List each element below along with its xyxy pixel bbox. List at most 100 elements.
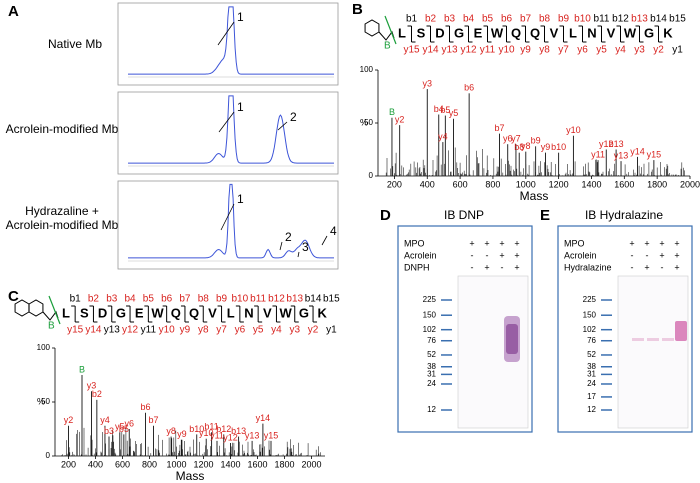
fragment-label: y2 [395, 114, 405, 124]
row-label: DNPH [404, 262, 430, 272]
residue: D [98, 305, 107, 320]
lane-sign: + [499, 238, 504, 248]
lane-sign: + [484, 262, 489, 272]
marker-label: 17 [587, 392, 596, 401]
y-ion: y15 [67, 325, 84, 336]
x-tick-label: 2000 [301, 459, 321, 469]
b-ion: b8 [539, 14, 551, 25]
y-ion: y9 [520, 45, 531, 56]
chromatogram-frame [117, 91, 339, 175]
peak-label: 1 [237, 100, 244, 114]
ring [364, 19, 380, 37]
row-label: MPO [404, 238, 425, 248]
y-ion: y4 [271, 325, 282, 336]
lane-sign: + [644, 238, 649, 248]
x-tick-label: 1200 [193, 459, 213, 469]
fragment-label: b3 [104, 426, 114, 436]
row-label: MPO [564, 238, 585, 248]
sample-label: Acrolein-modified Mb [6, 218, 119, 232]
lane-sign: + [499, 250, 504, 260]
residue: G [299, 305, 309, 320]
panel-letter: E [540, 207, 550, 224]
fragment-label: y9 [541, 142, 551, 152]
fragment-label: b7 [495, 123, 505, 133]
b-ion: b9 [558, 14, 570, 25]
fragment-label: y11 [210, 430, 224, 440]
x-tick-label: 1800 [274, 459, 294, 469]
fragment-label: y6 [124, 418, 134, 428]
x-tick-label: 1200 [549, 179, 569, 189]
b-ion: b9 [216, 294, 228, 305]
y-ion: y1 [672, 45, 683, 56]
fragment-label: y10 [566, 125, 581, 135]
x-tick-label: 200 [61, 459, 76, 469]
y-ion: y8 [198, 325, 209, 336]
residue: S [417, 25, 426, 40]
fragment-label: y5 [449, 108, 459, 118]
row-label: Hydralazine [564, 262, 612, 272]
marker-label: 52 [427, 350, 436, 359]
y-ion: y5 [253, 325, 264, 336]
fragment-label: b9 [531, 136, 541, 146]
residue: G [116, 305, 126, 320]
fragment-label: y9 [177, 429, 187, 439]
residue: L [569, 25, 577, 40]
panel-letter: B [352, 1, 363, 18]
blot-title: IB Hydralazine [585, 208, 663, 222]
lane-sign: - [631, 262, 634, 272]
marker-label: 24 [427, 379, 436, 388]
y-ion: y13 [441, 45, 458, 56]
b-ion: b5 [482, 14, 494, 25]
y-ion: y2 [308, 325, 319, 336]
fragment-label: B [389, 107, 395, 117]
fragment-label: b6 [464, 83, 474, 93]
residue: Q [511, 25, 521, 40]
residue: G [644, 25, 654, 40]
x-tick-label: 800 [142, 459, 157, 469]
fragment-label: y6 [503, 134, 513, 144]
peak-label: 2 [290, 110, 297, 124]
fragment-label: b4 [434, 104, 444, 114]
fragment-label: y10 [199, 428, 214, 438]
y-ion: y3 [289, 325, 300, 336]
marker-label: 102 [423, 325, 437, 334]
y-axis-label: % [360, 117, 368, 127]
residue: L [227, 305, 235, 320]
lane-sign: + [514, 250, 519, 260]
chromatogram-trace [128, 6, 334, 75]
y-ion: y12 [122, 325, 139, 336]
y-ion: y6 [235, 325, 246, 336]
fragment-label: b11 [204, 422, 218, 432]
y-tick-label: 100 [37, 343, 51, 352]
x-tick-label: 600 [115, 459, 130, 469]
y-axis-label: % [37, 396, 45, 406]
b-ion: b7 [520, 14, 532, 25]
y-tick-label: 50 [41, 397, 50, 406]
residue: K [663, 25, 673, 40]
peak-label: 4 [330, 224, 337, 238]
chromatogram-trace [128, 95, 334, 164]
x-tick-label: 1600 [247, 459, 267, 469]
y-tick-label: 50 [364, 118, 373, 127]
b-ion: b14 [650, 14, 667, 25]
residue: N [244, 305, 253, 320]
fragment-label: y4 [100, 415, 110, 425]
band [675, 321, 687, 341]
marker-label: 52 [587, 350, 596, 359]
fragment-label: y8 [166, 426, 176, 436]
lane-sign: - [631, 250, 634, 260]
ring [28, 299, 44, 317]
fragment-label: b8 [514, 142, 524, 152]
line [321, 235, 328, 246]
lane-sign: - [646, 250, 649, 260]
fragment-label: b10 [189, 424, 204, 434]
ring [14, 299, 30, 317]
side-chain-label: B [384, 41, 391, 52]
line [277, 121, 288, 131]
x-tick-label: 1400 [220, 459, 240, 469]
b-ion: b5 [143, 294, 155, 305]
marker-label: 76 [587, 336, 596, 345]
panel-letter: A [8, 3, 19, 20]
y-ion: y9 [180, 325, 191, 336]
b-ion: b15 [323, 294, 340, 305]
